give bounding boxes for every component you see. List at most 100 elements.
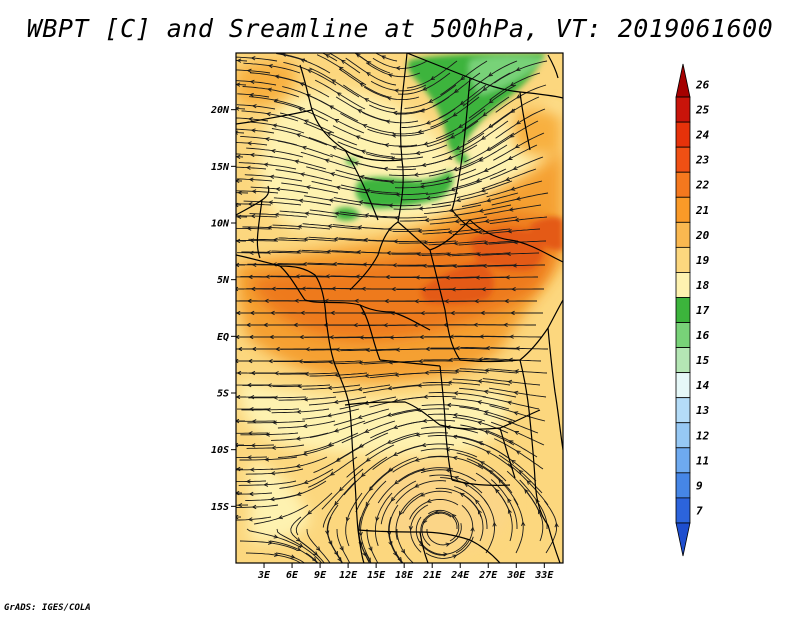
streamline (364, 177, 423, 183)
streamline-arrow (507, 379, 513, 385)
streamline (495, 84, 547, 113)
streamline (420, 168, 477, 185)
streamline (248, 96, 306, 110)
streamline-arrow (274, 74, 280, 79)
streamline (455, 144, 508, 172)
streamline-arrow (425, 120, 431, 125)
streamline (394, 180, 453, 189)
streamline-arrow (325, 530, 330, 536)
streamline-arrow (474, 275, 480, 280)
streamline (332, 384, 391, 394)
streamline-arrow (509, 82, 515, 87)
streamline-arrow (521, 521, 526, 527)
streamline (421, 404, 480, 410)
streamline (486, 288, 544, 290)
streamline-arrow (365, 501, 370, 507)
streamline (400, 348, 458, 351)
streamline (276, 528, 323, 563)
streamline (245, 492, 303, 502)
streamline-arrow (417, 359, 423, 364)
streamline-arrow (505, 251, 511, 257)
streamline (363, 408, 420, 425)
colorbar-label: 13 (696, 404, 710, 417)
streamline-arrow (336, 92, 342, 97)
streamline-arrow (357, 109, 363, 114)
streamline (428, 156, 484, 177)
streamline-arrow (337, 557, 342, 563)
streamline (394, 336, 452, 338)
streamline (247, 420, 306, 424)
streamline-arrow (274, 212, 279, 217)
streamline-arrow (236, 418, 240, 424)
lon-tick-label: 30E (506, 570, 526, 581)
streamline-arrow (306, 69, 312, 74)
streamline (369, 456, 418, 489)
streamline-arrow (513, 411, 519, 416)
streamline (462, 72, 511, 107)
streamline-arrow (365, 188, 371, 193)
streamline-arrow (327, 442, 333, 447)
streamline (398, 132, 455, 148)
streamline-arrow (423, 240, 428, 245)
streamline (452, 416, 509, 434)
streamline-arrow (393, 88, 399, 93)
streamline-arrow (362, 124, 368, 129)
streamline (311, 107, 365, 134)
streamline-arrow (250, 128, 256, 133)
streamline-arrow (368, 546, 373, 552)
streamline-arrow (445, 425, 451, 430)
streamline-arrow (345, 516, 350, 523)
streamline-arrow (518, 469, 524, 475)
streamline-arrow (362, 237, 368, 243)
streamline-arrow (364, 213, 369, 218)
streamline-arrow (302, 451, 308, 456)
streamline (451, 252, 510, 257)
streamline (238, 480, 297, 486)
streamline-arrow (386, 439, 392, 444)
lat-tick-label: EQ (217, 332, 229, 343)
streamline (363, 202, 422, 207)
streamline-arrow (364, 347, 370, 353)
streamline (459, 216, 518, 226)
streamline-arrow (266, 87, 273, 92)
streamline (278, 444, 335, 458)
streamline-arrow (514, 144, 520, 149)
streamline (362, 384, 421, 394)
streamline (248, 396, 307, 399)
streamline-arrow (508, 334, 514, 339)
streamline (483, 499, 495, 554)
streamline-arrow (268, 200, 273, 205)
streamline-arrow (414, 275, 420, 280)
streamline (338, 237, 396, 242)
streamline-arrow (508, 440, 514, 445)
streamline-arrow (483, 240, 488, 246)
streamline (278, 396, 337, 401)
streamline (410, 504, 429, 553)
lat-tick-label: 5N (217, 275, 230, 286)
streamline (370, 80, 427, 92)
streamline-arrow (452, 455, 458, 461)
streamline-arrow (301, 145, 307, 150)
colorbar-label: 7 (696, 504, 703, 517)
streamline (236, 504, 279, 508)
streamline (278, 237, 337, 242)
streamline-arrow (385, 119, 391, 124)
streamline-arrow (514, 217, 520, 223)
streamline (398, 467, 454, 483)
streamline (428, 240, 487, 246)
streamline-arrow (390, 156, 396, 161)
streamline (392, 120, 449, 135)
streamline-arrow (357, 414, 363, 420)
streamline-arrow (246, 141, 252, 146)
streamline-arrow (297, 107, 303, 112)
streamline-arrow (430, 75, 436, 81)
streamline-arrow (445, 542, 451, 547)
streamline (271, 456, 328, 470)
streamline-arrow (394, 480, 399, 485)
streamline (391, 432, 449, 444)
streamline (455, 504, 474, 554)
streamline (236, 468, 274, 471)
streamline (460, 156, 514, 181)
streamline (303, 122, 358, 146)
streamline (245, 552, 302, 563)
